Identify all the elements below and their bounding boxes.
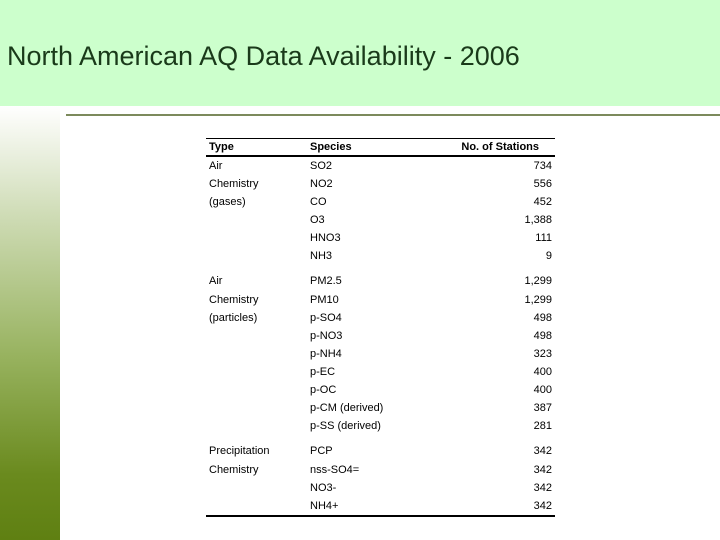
cell-stations: 400 (533, 384, 552, 396)
cell-type: (particles) (209, 312, 258, 324)
cell-species: p-EC (310, 366, 336, 378)
cell-species: PM10 (310, 294, 339, 306)
table-body: Air SO2 734 Chemistry NO2 556 (gases) CO 452 O3 1,… (206, 156, 555, 517)
cell-type (206, 327, 307, 345)
cell-stations: 400 (533, 366, 552, 378)
table-row: NO3- 342 (206, 479, 555, 497)
cell-species: PCP (310, 444, 333, 457)
table-row: Precipitation PCP 342 (206, 435, 555, 461)
table-row: p-OC 400 (206, 381, 555, 399)
cell-stations: 323 (533, 348, 552, 360)
cell-species: O3 (310, 214, 325, 226)
table-row: Air SO2 734 (206, 156, 555, 175)
cell-stations: 111 (535, 232, 552, 244)
table-row: p-SS (derived) 281 (206, 417, 555, 435)
cell-stations: 498 (533, 312, 552, 324)
cell-stations: 342 (533, 464, 552, 476)
cell-type: Air (209, 160, 223, 172)
cell-species: p-SO4 (310, 312, 342, 324)
cell-stations: 498 (533, 330, 552, 342)
cell-species: CO (310, 196, 327, 208)
cell-type (206, 363, 307, 381)
table-row: p-NO3 498 (206, 327, 555, 345)
table-row: Chemistry NO2 556 (206, 175, 555, 193)
cell-type (206, 211, 307, 229)
cell-species: PM2.5 (310, 274, 342, 287)
stations-table: Type Species No. of Stations Air SO2 734 Ch… (206, 138, 555, 517)
cell-type (206, 381, 307, 399)
cell-type (206, 229, 307, 247)
cell-species: p-NO3 (310, 330, 343, 342)
header-species: Species (307, 138, 425, 157)
table-row: Air PM2.5 1,299 (206, 265, 555, 291)
cell-type (206, 497, 307, 517)
cell-species: p-OC (310, 384, 337, 396)
cell-type: Precipitation (209, 444, 270, 457)
table-row: (gases) CO 452 (206, 193, 555, 211)
cell-species: NH3 (310, 250, 333, 262)
table-header-row: Type Species No. of Stations (206, 138, 555, 157)
cell-species: HNO3 (310, 232, 341, 244)
cell-type: Chemistry (209, 464, 259, 476)
cell-stations: 1,388 (524, 214, 552, 226)
cell-type: (gases) (209, 196, 246, 208)
table-row: HNO3 111 (206, 229, 555, 247)
cell-species: NO3- (310, 482, 337, 494)
cell-species: SO2 (310, 160, 333, 172)
table-row: Chemistry PM10 1,299 (206, 291, 555, 309)
cell-species: NH4+ (307, 497, 425, 517)
decorative-side-bar (0, 106, 60, 540)
cell-type: Air (209, 274, 223, 287)
cell-stations: 9 (545, 250, 552, 262)
cell-stations: 281 (533, 420, 552, 432)
cell-type (206, 399, 307, 417)
cell-stations: 342 (425, 497, 555, 517)
table-row: p-NH4 323 (206, 345, 555, 363)
cell-stations: 734 (533, 160, 552, 172)
title-divider (66, 114, 720, 116)
cell-type (206, 479, 307, 497)
cell-stations: 342 (533, 444, 552, 457)
header-stations: No. of Stations (425, 138, 555, 157)
cell-species: p-CM (derived) (310, 402, 384, 414)
cell-species: NO2 (310, 178, 333, 190)
title-band: North American AQ Data Availability - 20… (0, 0, 720, 106)
cell-type: Chemistry (209, 294, 259, 306)
table-row: NH4+ 342 (206, 497, 555, 517)
cell-stations: 556 (533, 178, 552, 190)
cell-stations: 387 (533, 402, 552, 414)
table-row: (particles) p-SO4 498 (206, 309, 555, 327)
table-row: Chemistry nss-SO4= 342 (206, 461, 555, 479)
table-row: p-CM (derived) 387 (206, 399, 555, 417)
cell-stations: 1,299 (524, 274, 552, 287)
cell-type (206, 345, 307, 363)
cell-stations: 342 (533, 482, 552, 494)
cell-type (206, 417, 307, 435)
table-row: p-EC 400 (206, 363, 555, 381)
cell-type (206, 247, 307, 265)
cell-species: p-SS (derived) (310, 420, 381, 432)
cell-stations: 1,299 (524, 294, 552, 306)
table-row: O3 1,388 (206, 211, 555, 229)
slide-title: North American AQ Data Availability - 20… (7, 41, 520, 71)
cell-stations: 452 (533, 196, 552, 208)
cell-type: Chemistry (209, 178, 259, 190)
header-type: Type (206, 138, 307, 157)
cell-species: nss-SO4= (310, 464, 360, 476)
cell-species: p-NH4 (310, 348, 342, 360)
table-row: NH3 9 (206, 247, 555, 265)
